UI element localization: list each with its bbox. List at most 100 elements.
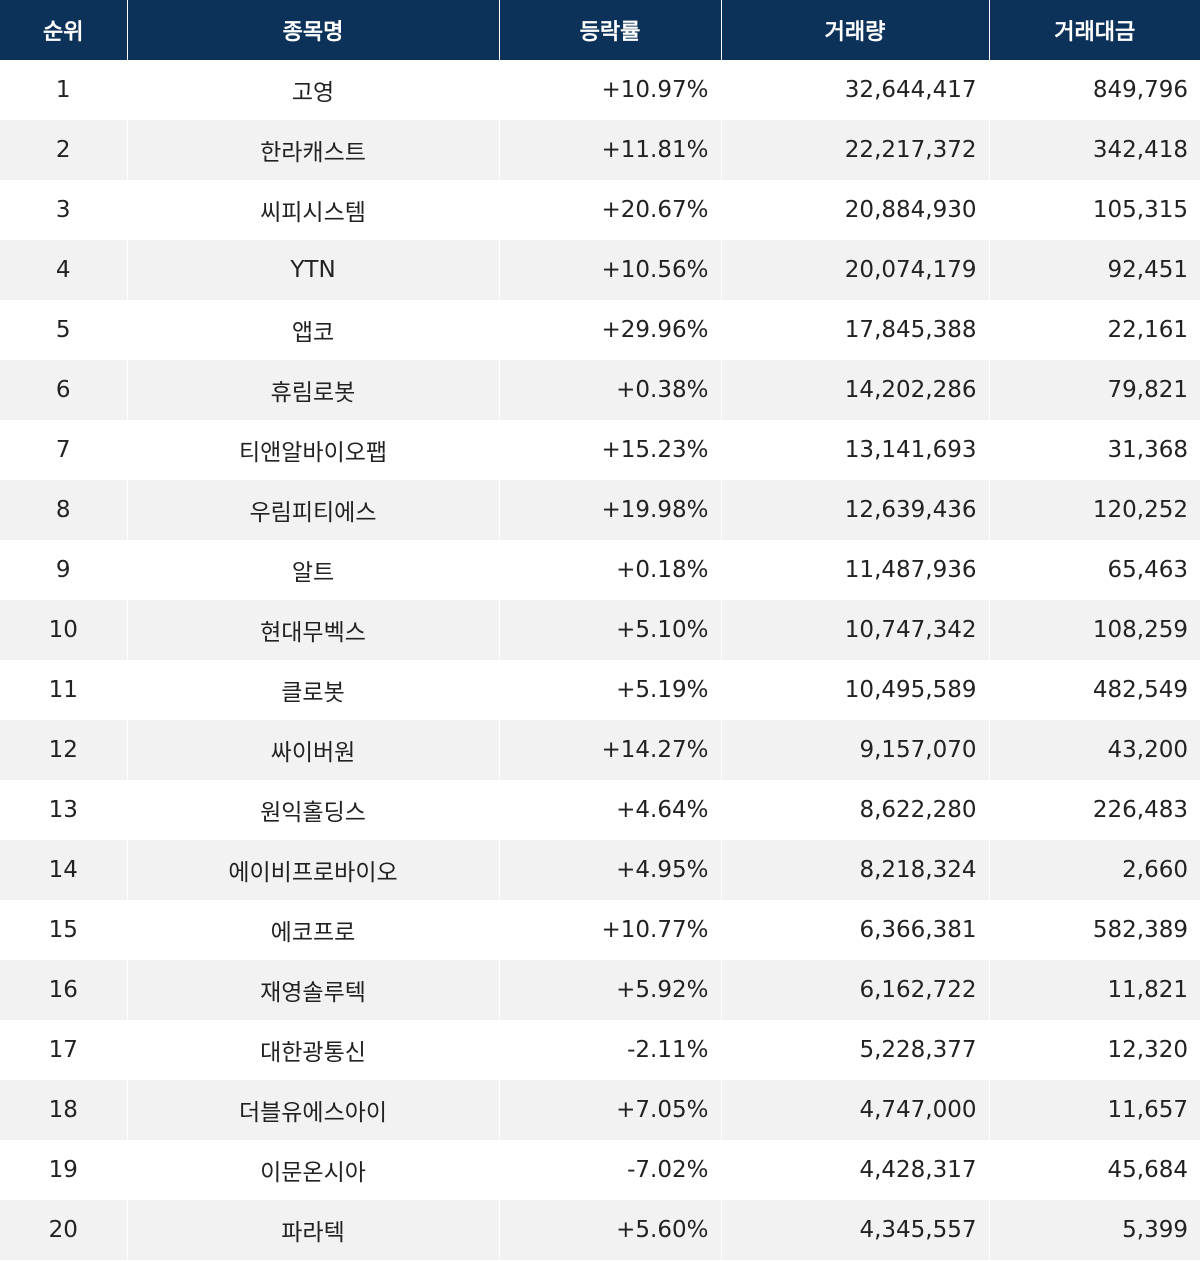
table-row: 10 현대무벡스 +5.10% 10,747,342 108,259 bbox=[0, 600, 1200, 660]
cell-trade-amount: 22,161 bbox=[989, 300, 1200, 360]
cell-volume: 4,428,317 bbox=[721, 1140, 990, 1200]
cell-change-rate: +5.60% bbox=[499, 1200, 722, 1260]
cell-rank: 10 bbox=[0, 600, 128, 660]
cell-volume: 14,202,286 bbox=[721, 360, 990, 420]
cell-trade-amount: 31,368 bbox=[989, 420, 1200, 480]
header-amount: 거래대금 bbox=[989, 0, 1200, 60]
cell-rank: 5 bbox=[0, 300, 128, 360]
cell-volume: 20,884,930 bbox=[721, 180, 990, 240]
table-row: 6 휴림로봇 +0.38% 14,202,286 79,821 bbox=[0, 360, 1200, 420]
cell-trade-amount: 5,399 bbox=[989, 1200, 1200, 1260]
cell-stock-name: 고영 bbox=[127, 60, 500, 120]
cell-change-rate: +20.67% bbox=[499, 180, 722, 240]
table-row: 5 앱코 +29.96% 17,845,388 22,161 bbox=[0, 300, 1200, 360]
cell-stock-name: 우림피티에스 bbox=[127, 480, 500, 540]
cell-trade-amount: 43,200 bbox=[989, 720, 1200, 780]
cell-trade-amount: 92,451 bbox=[989, 240, 1200, 300]
header-volume: 거래량 bbox=[721, 0, 990, 60]
cell-volume: 6,366,381 bbox=[721, 900, 990, 960]
cell-volume: 10,747,342 bbox=[721, 600, 990, 660]
cell-volume: 4,345,557 bbox=[721, 1200, 990, 1260]
cell-change-rate: +7.05% bbox=[499, 1080, 722, 1140]
cell-rank: 6 bbox=[0, 360, 128, 420]
header-change: 등락률 bbox=[499, 0, 722, 60]
cell-rank: 19 bbox=[0, 1140, 128, 1200]
table-row: 4 YTN +10.56% 20,074,179 92,451 bbox=[0, 240, 1200, 300]
cell-trade-amount: 120,252 bbox=[989, 480, 1200, 540]
cell-stock-name: 클로봇 bbox=[127, 660, 500, 720]
cell-volume: 20,074,179 bbox=[721, 240, 990, 300]
cell-change-rate: +5.92% bbox=[499, 960, 722, 1020]
cell-volume: 12,639,436 bbox=[721, 480, 990, 540]
table-row: 15 에코프로 +10.77% 6,366,381 582,389 bbox=[0, 900, 1200, 960]
cell-change-rate: -7.02% bbox=[499, 1140, 722, 1200]
cell-change-rate: +4.95% bbox=[499, 840, 722, 900]
cell-rank: 8 bbox=[0, 480, 128, 540]
cell-volume: 4,747,000 bbox=[721, 1080, 990, 1140]
cell-rank: 7 bbox=[0, 420, 128, 480]
cell-trade-amount: 12,320 bbox=[989, 1020, 1200, 1080]
table-row: 1 고영 +10.97% 32,644,417 849,796 bbox=[0, 60, 1200, 120]
cell-stock-name: 파라텍 bbox=[127, 1200, 500, 1260]
table-row: 12 싸이버원 +14.27% 9,157,070 43,200 bbox=[0, 720, 1200, 780]
cell-trade-amount: 105,315 bbox=[989, 180, 1200, 240]
cell-stock-name: 더블유에스아이 bbox=[127, 1080, 500, 1140]
cell-stock-name: 이문온시아 bbox=[127, 1140, 500, 1200]
cell-trade-amount: 11,657 bbox=[989, 1080, 1200, 1140]
cell-stock-name: 에이비프로바이오 bbox=[127, 840, 500, 900]
cell-trade-amount: 45,684 bbox=[989, 1140, 1200, 1200]
cell-change-rate: +5.10% bbox=[499, 600, 722, 660]
cell-volume: 9,157,070 bbox=[721, 720, 990, 780]
cell-stock-name: YTN bbox=[127, 240, 500, 300]
cell-trade-amount: 2,660 bbox=[989, 840, 1200, 900]
table-row: 17 대한광통신 -2.11% 5,228,377 12,320 bbox=[0, 1020, 1200, 1080]
cell-volume: 32,644,417 bbox=[721, 60, 990, 120]
cell-change-rate: +4.64% bbox=[499, 780, 722, 840]
cell-stock-name: 에코프로 bbox=[127, 900, 500, 960]
cell-trade-amount: 582,389 bbox=[989, 900, 1200, 960]
table-row: 3 씨피시스템 +20.67% 20,884,930 105,315 bbox=[0, 180, 1200, 240]
cell-trade-amount: 79,821 bbox=[989, 360, 1200, 420]
cell-volume: 13,141,693 bbox=[721, 420, 990, 480]
cell-stock-name: 한라캐스트 bbox=[127, 120, 500, 180]
cell-rank: 15 bbox=[0, 900, 128, 960]
cell-stock-name: 앱코 bbox=[127, 300, 500, 360]
cell-stock-name: 휴림로봇 bbox=[127, 360, 500, 420]
table-row: 7 티앤알바이오팹 +15.23% 13,141,693 31,368 bbox=[0, 420, 1200, 480]
table-row: 18 더블유에스아이 +7.05% 4,747,000 11,657 bbox=[0, 1080, 1200, 1140]
table-row: 14 에이비프로바이오 +4.95% 8,218,324 2,660 bbox=[0, 840, 1200, 900]
cell-trade-amount: 482,549 bbox=[989, 660, 1200, 720]
cell-change-rate: +5.19% bbox=[499, 660, 722, 720]
cell-stock-name: 씨피시스템 bbox=[127, 180, 500, 240]
cell-rank: 13 bbox=[0, 780, 128, 840]
cell-change-rate: +14.27% bbox=[499, 720, 722, 780]
cell-stock-name: 알트 bbox=[127, 540, 500, 600]
cell-rank: 12 bbox=[0, 720, 128, 780]
cell-rank: 3 bbox=[0, 180, 128, 240]
header-rank: 순위 bbox=[0, 0, 128, 60]
header-row: 순위 종목명 등락률 거래량 거래대금 bbox=[0, 0, 1200, 60]
cell-rank: 16 bbox=[0, 960, 128, 1020]
cell-trade-amount: 11,821 bbox=[989, 960, 1200, 1020]
table-row: 8 우림피티에스 +19.98% 12,639,436 120,252 bbox=[0, 480, 1200, 540]
cell-rank: 2 bbox=[0, 120, 128, 180]
cell-trade-amount: 849,796 bbox=[989, 60, 1200, 120]
cell-change-rate: +15.23% bbox=[499, 420, 722, 480]
cell-rank: 11 bbox=[0, 660, 128, 720]
cell-stock-name: 싸이버원 bbox=[127, 720, 500, 780]
cell-trade-amount: 65,463 bbox=[989, 540, 1200, 600]
cell-rank: 14 bbox=[0, 840, 128, 900]
cell-trade-amount: 108,259 bbox=[989, 600, 1200, 660]
cell-volume: 22,217,372 bbox=[721, 120, 990, 180]
cell-stock-name: 대한광통신 bbox=[127, 1020, 500, 1080]
cell-volume: 11,487,936 bbox=[721, 540, 990, 600]
header-name: 종목명 bbox=[127, 0, 500, 60]
cell-change-rate: +10.56% bbox=[499, 240, 722, 300]
cell-stock-name: 재영솔루텍 bbox=[127, 960, 500, 1020]
cell-change-rate: +29.96% bbox=[499, 300, 722, 360]
cell-volume: 10,495,589 bbox=[721, 660, 990, 720]
cell-change-rate: +0.18% bbox=[499, 540, 722, 600]
table-header: 순위 종목명 등락률 거래량 거래대금 bbox=[0, 0, 1200, 60]
cell-change-rate: +10.97% bbox=[499, 60, 722, 120]
